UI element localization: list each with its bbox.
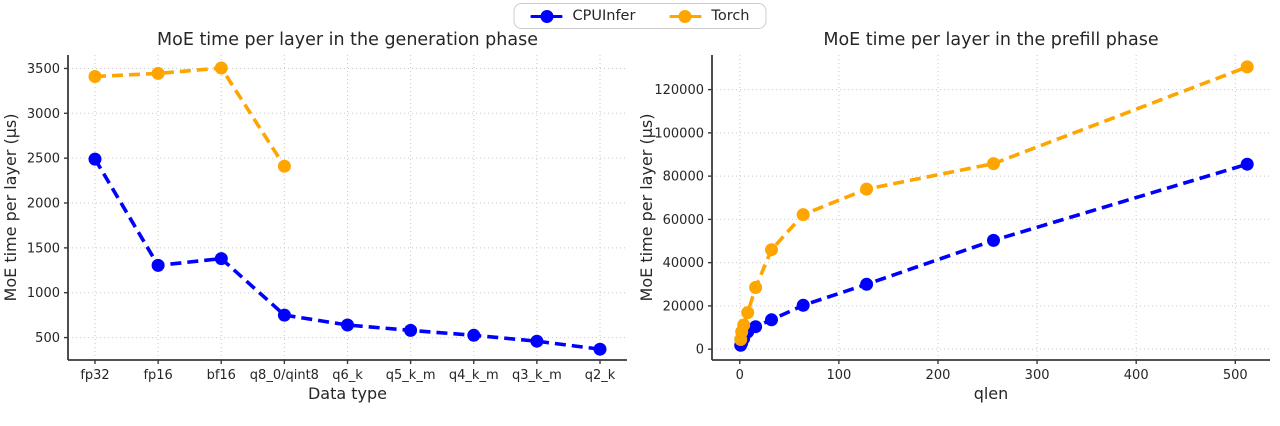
series-line-cpuinfer [739, 162, 1248, 346]
chart-title: MoE time per layer in the generation pha… [157, 30, 538, 50]
data-point-torch [749, 281, 763, 294]
data-point-cpuinfer [530, 334, 544, 348]
x-tick-label: 100 [826, 368, 851, 383]
data-point-torch [860, 182, 874, 196]
y-tick-label: 80000 [663, 170, 704, 185]
data-point-torch [737, 318, 751, 332]
x-tick-label: q6_k [332, 368, 363, 383]
y-tick-label: 2000 [27, 197, 60, 212]
y-tick-label: 0 [696, 343, 704, 358]
chart-generation-phase: fp32 fp16 bf16 q8_0/qint8 q6_k q5_k_m q4_k_m q3… [1, 30, 627, 403]
y-axis-label: MoE time per layer (μs) [640, 114, 656, 302]
y-tick-label: 20000 [663, 299, 704, 314]
legend-item-torch: Torch [669, 8, 750, 24]
series-line-cpuinfer [93, 158, 601, 351]
data-point-cpuinfer [404, 323, 418, 337]
legend-label-cpuinfer: CPUInfer [572, 8, 636, 24]
torch-line-marker-icon [669, 9, 702, 23]
y-tick-label: 3500 [27, 62, 60, 77]
axes [708, 55, 1270, 364]
data-point-cpuinfer [151, 258, 165, 272]
data-point-cpuinfer [765, 313, 778, 327]
data-point-cpuinfer [341, 318, 354, 332]
y-tick-label: 60000 [663, 213, 704, 228]
data-point-torch [1240, 60, 1254, 74]
data-point-cpuinfer [593, 342, 607, 356]
data-point-cpuinfer [277, 308, 291, 322]
legend-label-torch: Torch [711, 8, 750, 24]
data-point-torch [277, 159, 291, 173]
x-axis-label: qlen [974, 384, 1009, 403]
x-tick-label: fp16 [143, 368, 172, 383]
y-tick-label: 100000 [654, 126, 704, 141]
y-axis-label: MoE time per layer (μs) [1, 114, 20, 302]
legend-dot-swatch [678, 9, 692, 23]
data-point-torch [741, 306, 755, 320]
y-tick-label: 2500 [27, 152, 60, 167]
x-tick-label: q4_k_m [449, 368, 499, 383]
data-point-cpuinfer [214, 252, 228, 266]
x-tick-label: q2_k [585, 368, 616, 383]
x-tick-label: 300 [1025, 368, 1050, 383]
legend: CPUInfer Torch [513, 3, 767, 29]
data-point-cpuinfer [749, 320, 763, 334]
data-point-cpuinfer [860, 277, 874, 291]
grid [712, 55, 1270, 360]
x-axis-label: Data type [308, 384, 387, 403]
y-tick-label: 120000 [654, 83, 704, 98]
x-tick-label: 0 [736, 368, 744, 383]
x-tick-label: bf16 [207, 368, 236, 383]
data-point-torch [151, 66, 165, 80]
y-tick-label: 1500 [27, 241, 60, 256]
y-tick-label: 1000 [27, 286, 60, 301]
grid [68, 55, 627, 360]
series-line-torch [94, 66, 286, 168]
data-point-cpuinfer [88, 152, 102, 166]
data-point-cpuinfer [467, 328, 481, 342]
data-point-cpuinfer [1240, 157, 1254, 171]
y-tick-label: 500 [35, 331, 60, 346]
x-tick-label: fp32 [80, 368, 109, 383]
data-point-torch [987, 157, 1000, 171]
x-tick-label: 400 [1124, 368, 1149, 383]
legend-dot-swatch [539, 9, 553, 23]
y-tick-label: 3000 [27, 107, 60, 122]
x-tick-label: q3_k_m [512, 368, 562, 383]
data-point-torch [88, 70, 102, 83]
y-tick-label: 40000 [663, 256, 704, 271]
legend-item-cpuinfer: CPUInfer [530, 8, 635, 24]
cpuinfer-line-marker-icon [530, 9, 563, 23]
x-tick-label: q5_k_m [386, 368, 436, 383]
chart-prefill-phase: 0 100 200 300 400 500 0 20000 40000 60000 80000 100… [640, 30, 1270, 403]
data-point-torch [214, 61, 228, 75]
data-point-cpuinfer [796, 298, 810, 312]
data-point-cpuinfer [987, 233, 1000, 247]
series-line-torch [738, 65, 1248, 340]
axes [64, 55, 627, 364]
x-tick-label: q8_0/qint8 [250, 368, 319, 383]
x-tick-label: 200 [926, 368, 951, 383]
data-point-torch [796, 208, 810, 222]
data-point-torch [765, 243, 778, 257]
x-tick-label: 500 [1223, 368, 1248, 383]
chart-title: MoE time per layer in the prefill phase [823, 30, 1158, 50]
